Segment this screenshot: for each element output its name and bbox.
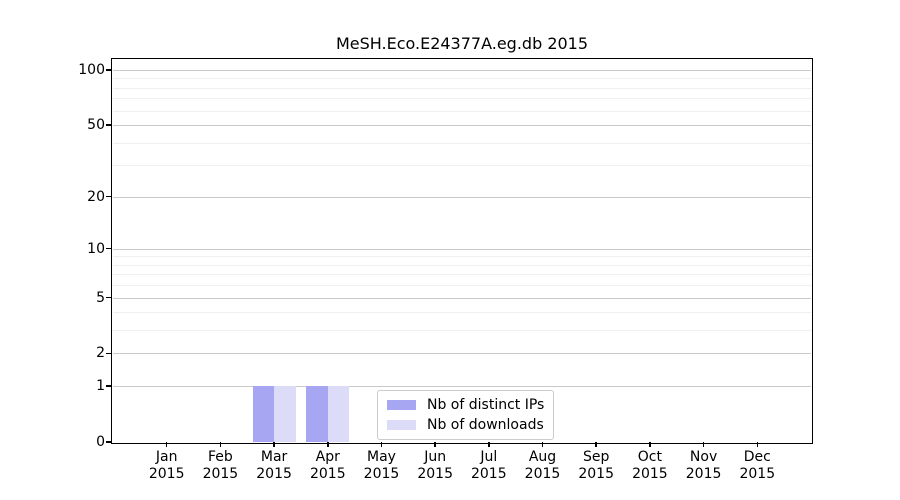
plot-area: 0 1 2 5 10 20 50 100 Jan 2015 Feb 2015 Mar 2015 Apr 20… — [78, 58, 813, 482]
x-tick-mark — [327, 442, 329, 447]
y-tick-label: 5 — [96, 289, 105, 306]
y-tick-label: 0 — [96, 434, 105, 450]
x-tick-month: Mar — [260, 449, 288, 465]
x-tick-mark — [595, 442, 597, 447]
grid-line-major — [113, 196, 811, 198]
grid-line-major — [113, 125, 811, 127]
y-tick-mark — [106, 352, 112, 355]
x-tick-month: Jan — [155, 449, 178, 465]
grid-line-major — [113, 248, 811, 250]
grid-line-minor — [113, 78, 811, 80]
legend-label: Nb of distinct IPs — [427, 397, 545, 413]
grid-line-major — [113, 386, 811, 388]
x-tick-year: 2015 — [148, 466, 185, 482]
y-tick-label: 1 — [96, 378, 105, 395]
grid-line-minor — [113, 110, 811, 112]
y-tick-label: 10 — [87, 240, 105, 257]
x-tick-year: 2015 — [524, 466, 561, 482]
x-tick-label: Mar 2015 — [234, 449, 314, 483]
x-tick-year: 2015 — [470, 466, 507, 482]
x-tick-label: Oct 2015 — [610, 449, 690, 483]
x-tick-year: 2015 — [202, 466, 239, 482]
legend: Nb of distinct IPs Nb of downloads — [377, 390, 555, 440]
x-tick-month: Feb — [207, 449, 233, 465]
grid-line-minor — [113, 312, 811, 314]
y-tick-mark — [106, 441, 112, 443]
x-tick-mark — [488, 442, 490, 447]
y-tick-mark — [106, 385, 112, 387]
x-tick-year: 2015 — [363, 466, 400, 482]
x-tick-month: Apr — [315, 449, 340, 465]
x-tick-month: May — [367, 449, 396, 465]
bar-downloads — [274, 386, 296, 442]
y-tick-label: 2 — [96, 345, 105, 362]
grid-line-major — [113, 297, 811, 299]
x-tick-year: 2015 — [632, 466, 668, 482]
grid-line-minor — [113, 142, 811, 144]
x-tick-mark — [273, 442, 275, 447]
bar-distinct-ips — [306, 386, 328, 442]
chart-title: MeSH.Eco.E24377A.eg.db 2015 — [335, 34, 589, 53]
x-tick-label: Apr 2015 — [288, 449, 368, 483]
x-tick-mark — [649, 442, 651, 447]
x-tick-mark — [702, 442, 705, 447]
grid-line-minor — [113, 274, 811, 276]
x-tick-label: Sep 2015 — [556, 449, 636, 483]
y-tick-label: 100 — [78, 62, 105, 78]
grid-line-minor — [113, 165, 811, 167]
x-tick-mark — [380, 442, 383, 447]
x-tick-month: Oct — [637, 449, 662, 465]
x-tick-month: Jun — [424, 449, 447, 465]
x-tick-month: Jul — [480, 449, 498, 465]
bar-downloads — [327, 386, 350, 442]
bar-distinct-ips — [252, 386, 275, 442]
x-tick-month: Aug — [528, 449, 557, 465]
x-tick-mark — [756, 442, 759, 447]
legend-swatch-downloads — [387, 420, 416, 430]
grid-line-minor — [113, 330, 811, 332]
x-tick-month: Dec — [743, 449, 771, 465]
y-tick-mark — [106, 124, 112, 126]
y-tick-label: 50 — [87, 117, 105, 134]
grid-line-major — [113, 70, 811, 71]
x-tick-mark — [219, 442, 222, 447]
y-tick-mark — [106, 195, 112, 198]
x-tick-label: Aug 2015 — [503, 449, 583, 483]
legend-swatch-distinct-ips — [387, 400, 416, 410]
legend-item: Nb of downloads — [387, 417, 544, 433]
x-tick-label: Jan 2015 — [127, 449, 207, 483]
x-tick-year: 2015 — [256, 466, 292, 482]
grid-line-minor — [113, 256, 811, 258]
x-tick-year: 2015 — [739, 466, 776, 482]
x-tick-year: 2015 — [309, 466, 346, 482]
x-tick-year: 2015 — [417, 466, 453, 482]
x-tick-label: Jun 2015 — [395, 449, 475, 483]
y-tick-mark — [106, 247, 112, 250]
grid-line-minor — [113, 264, 811, 266]
y-tick-label: 20 — [87, 188, 105, 205]
x-tick-mark — [434, 442, 436, 447]
grid-line-minor — [113, 285, 811, 287]
grid-line-major — [113, 353, 811, 355]
x-tick-month: Nov — [689, 449, 718, 465]
x-tick-label: Jul 2015 — [449, 449, 529, 483]
grid-line-minor — [113, 87, 811, 89]
legend-label: Nb of downloads — [427, 417, 544, 433]
x-tick-mark — [165, 442, 168, 447]
x-tick-mark — [541, 442, 544, 447]
x-tick-year: 2015 — [578, 466, 614, 482]
x-tick-label: May 2015 — [342, 449, 422, 483]
legend-item: Nb of distinct IPs — [387, 397, 544, 413]
x-tick-month: Sep — [582, 449, 610, 465]
x-tick-label: Feb 2015 — [180, 449, 260, 483]
y-tick-mark — [106, 69, 112, 71]
x-tick-year: 2015 — [685, 466, 722, 482]
y-tick-mark — [106, 296, 112, 299]
x-tick-label: Dec 2015 — [717, 449, 797, 483]
grid-line-minor — [113, 98, 811, 100]
x-tick-label: Nov 2015 — [664, 449, 744, 483]
